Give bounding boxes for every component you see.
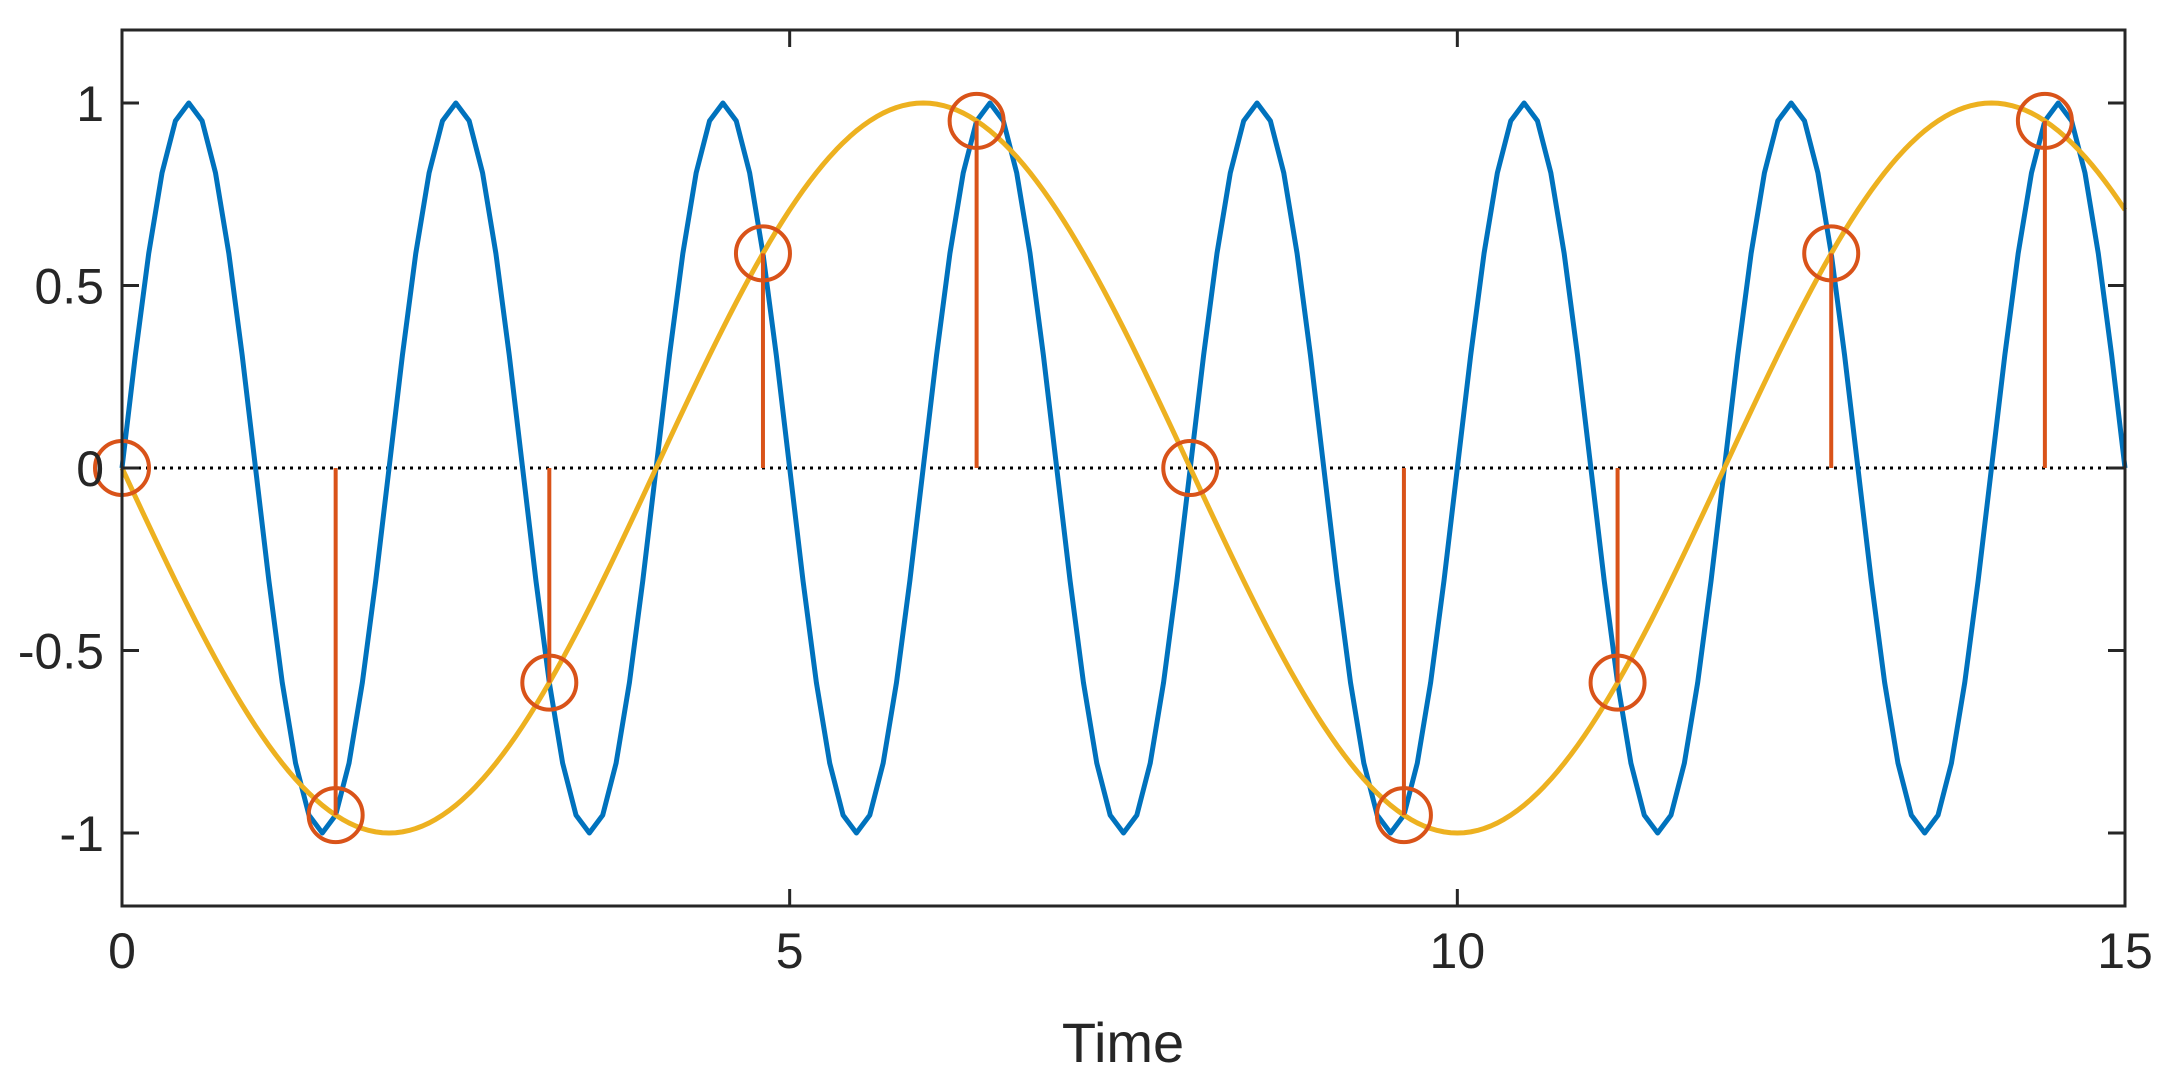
y-tick-label: 0.5 (34, 259, 104, 315)
x-tick-label: 15 (2097, 923, 2153, 979)
stem-marker (2015, 91, 2074, 150)
x-tick-label: 0 (108, 923, 136, 979)
stem-marker (1161, 439, 1220, 497)
y-tick-label: 1 (76, 76, 104, 132)
labels-layer: 0 5 10 15 -1 -0.5 0 0.5 1 (18, 76, 2153, 979)
series-line-2 (119, 100, 2128, 836)
x-tick-label: 5 (776, 923, 804, 979)
stem-marker (733, 224, 792, 283)
x-tick-label: 10 (1430, 923, 1486, 979)
stem-marker (520, 653, 579, 712)
stem-marker (1374, 786, 1433, 845)
y-tick-label: 0 (76, 441, 104, 497)
stem-marker (1588, 653, 1647, 712)
x-axis-title: Time (1062, 1011, 1184, 1074)
series-line-1 (119, 100, 2128, 836)
stem-marker (947, 91, 1006, 150)
y-tick-label: -0.5 (18, 624, 104, 680)
axes-box (120, 28, 2127, 908)
y-tick-label: -1 (60, 806, 104, 862)
series-layer (93, 91, 2128, 845)
stem-marker (306, 786, 365, 845)
stem-marker (1802, 224, 1861, 283)
